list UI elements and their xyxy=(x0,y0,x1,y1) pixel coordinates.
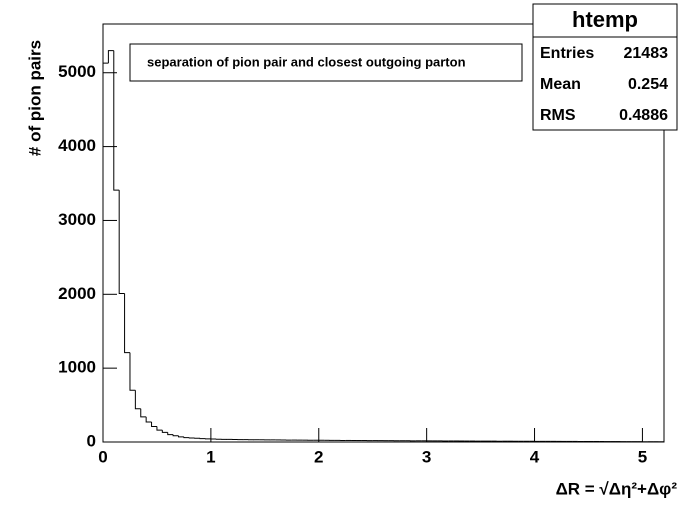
x-axis-label: ΔR = √Δη²+Δφ² xyxy=(556,479,678,498)
histogram-bin xyxy=(167,432,174,436)
x-tick-label: 0 xyxy=(98,447,107,466)
annotation-box xyxy=(129,43,523,82)
y-tick-label: 3000 xyxy=(58,210,96,229)
y-tick-label: 1000 xyxy=(58,358,96,377)
histogram-bin xyxy=(129,352,136,391)
y-tick-label: 5000 xyxy=(58,62,96,81)
stats-box xyxy=(532,3,678,131)
stats-value: 0.4886 xyxy=(619,107,668,124)
histogram-bin xyxy=(145,416,152,423)
histogram-bin xyxy=(134,390,141,410)
x-tick-label: 2 xyxy=(314,447,323,466)
stats-label: RMS xyxy=(540,107,576,124)
histogram-bin xyxy=(151,422,157,427)
histogram-bin xyxy=(183,436,190,439)
x-tick-label: 5 xyxy=(638,447,647,466)
y-tick-label: 4000 xyxy=(58,136,96,155)
histogram-bin xyxy=(113,50,120,191)
histogram-bin xyxy=(140,408,147,418)
x-tick-label: 3 xyxy=(422,447,431,466)
histogram-bin xyxy=(161,430,168,433)
x-tick-label: 1 xyxy=(206,447,215,466)
stats-value: 0.254 xyxy=(628,76,668,93)
histogram-bin xyxy=(124,293,130,354)
stats-label: Entries xyxy=(540,45,594,62)
stats-label: Mean xyxy=(540,76,581,93)
stats-title: htemp xyxy=(572,7,638,32)
histogram-bin xyxy=(102,62,109,442)
histogram-bin xyxy=(156,426,163,431)
histogram-bin xyxy=(172,434,179,437)
y-tick-label: 0 xyxy=(87,431,96,450)
y-axis-label: # of pion pairs xyxy=(25,40,44,156)
annotation: separation of pion pair and closest outg… xyxy=(147,54,466,69)
y-tick-label: 2000 xyxy=(58,284,96,303)
histogram-bin xyxy=(118,190,125,295)
histogram-bin xyxy=(107,50,114,64)
stats-value: 21483 xyxy=(624,45,669,62)
x-tick-label: 4 xyxy=(530,447,540,466)
histogram-bin xyxy=(178,435,184,438)
